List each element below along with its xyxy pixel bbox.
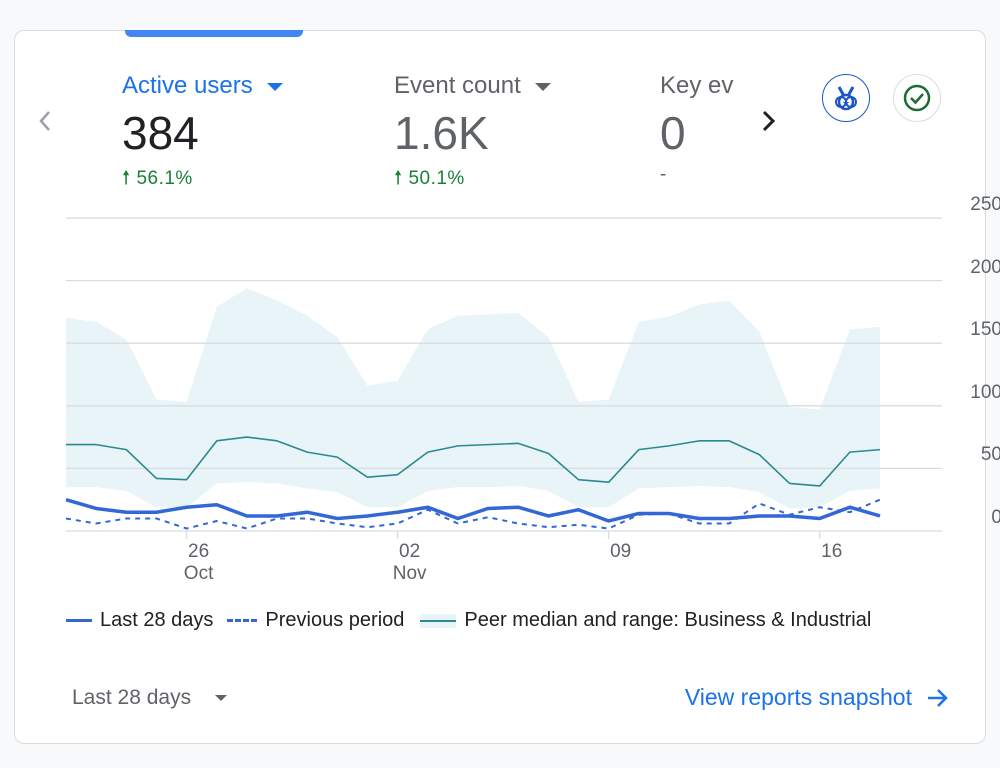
date-range-selector[interactable]: Last 28 days <box>72 686 228 710</box>
series-line-peer-median <box>66 436 881 487</box>
x-tick-label: 09 <box>591 541 651 563</box>
arrow-right-icon <box>928 688 948 707</box>
legend-previous: Previous period <box>265 609 405 631</box>
metric-label: Key ev <box>660 72 734 99</box>
chart-legend: Last 28 days Previous period Peer median… <box>66 609 871 632</box>
medal-icon: ★ <box>835 86 857 111</box>
dropdown-caret-icon <box>215 695 228 702</box>
line-chart <box>65 217 942 539</box>
arrow-up-icon: 🠕 <box>394 168 403 189</box>
x-tick-day: 02 <box>399 541 421 562</box>
metric-value: 1.6K <box>394 107 489 159</box>
dropdown-caret-icon[interactable] <box>266 82 283 91</box>
legend-swatch-peer <box>420 613 457 628</box>
x-tick-day: 09 <box>610 541 632 562</box>
legend-peer: Peer median and range: Business & Indust… <box>464 609 872 631</box>
svg-text:★: ★ <box>842 98 850 108</box>
metric-value: 0 <box>660 107 686 159</box>
y-tick-label: 250 <box>970 194 1000 215</box>
data-quality-button[interactable] <box>893 74 941 122</box>
x-tick-day: 16 <box>821 541 843 562</box>
metric-tab-active-users[interactable]: Active users 384 🠕 56.1% <box>122 72 283 196</box>
chevron-right-icon <box>762 110 776 132</box>
y-tick-label: 150 <box>970 319 1000 341</box>
x-tick-label: 26 Oct <box>169 541 229 585</box>
arrow-up-icon: 🠕 <box>122 168 131 189</box>
legend-current: Last 28 days <box>100 609 214 631</box>
active-tab-indicator <box>125 30 303 37</box>
metric-label: Event count <box>394 72 551 100</box>
metric-tab-event-count[interactable]: Event count 1.6K 🠕 50.1% <box>394 72 551 196</box>
x-tick-label: 16 <box>802 541 862 563</box>
x-tick-label: 02 Nov <box>380 541 440 585</box>
y-tick-label: 200 <box>970 256 1000 278</box>
chevron-left-icon <box>39 111 50 131</box>
metric-label: Active users <box>122 72 283 100</box>
y-tick-label: 50 <box>980 444 1000 466</box>
y-tick-label: 100 <box>970 381 1000 403</box>
series-line-last-28-days <box>65 498 881 523</box>
benchmark-button[interactable]: ★ <box>822 74 870 122</box>
view-reports-snapshot-link[interactable]: View reports snapshot <box>685 684 952 711</box>
check-circle-icon <box>903 84 931 112</box>
peer-range-area <box>66 288 880 509</box>
metric-change: 🠕 50.1% <box>394 168 465 189</box>
x-tick-month: Oct <box>183 563 214 584</box>
legend-swatch-previous <box>227 619 258 622</box>
prev-metrics-button[interactable] <box>34 106 58 136</box>
metric-tab-key-events[interactable]: Key ev 0 - <box>660 72 738 186</box>
metric-change: 🠕 56.1% <box>122 168 193 189</box>
metric-change: - <box>660 164 667 185</box>
next-metrics-button[interactable] <box>756 106 780 136</box>
series-line-previous-period <box>65 498 881 530</box>
y-tick-label: 0 <box>991 507 1000 528</box>
x-tick-day: 26 <box>188 541 210 562</box>
metric-value: 384 <box>122 107 199 159</box>
legend-swatch-current <box>66 619 92 622</box>
x-tick-month: Nov <box>392 563 427 584</box>
dropdown-caret-icon[interactable] <box>534 82 551 91</box>
